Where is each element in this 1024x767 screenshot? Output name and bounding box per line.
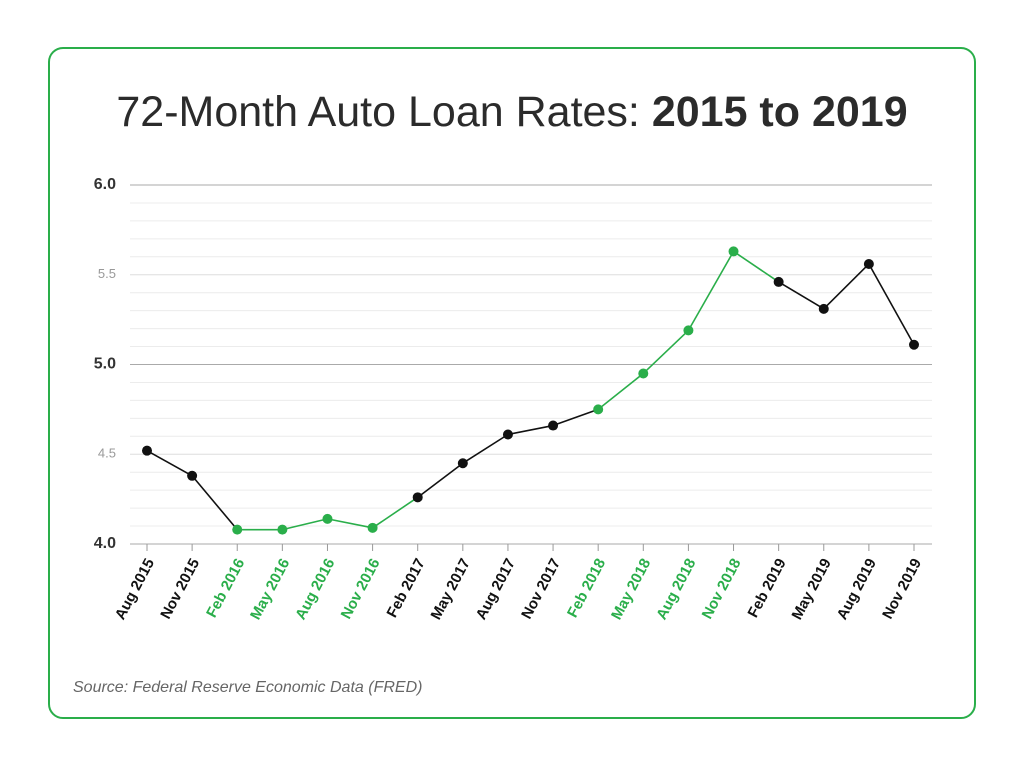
point <box>412 492 423 503</box>
point <box>367 522 378 533</box>
point <box>548 420 559 431</box>
point <box>773 276 784 287</box>
title-main: 72-Month Auto Loan Rates: <box>116 88 651 136</box>
line-segment <box>282 518 328 531</box>
line-segment <box>146 449 193 477</box>
line-segment <box>191 475 238 531</box>
point <box>457 458 468 469</box>
line-segment <box>868 263 915 346</box>
point <box>593 404 604 415</box>
line-segment <box>733 250 780 283</box>
line-segment <box>597 372 644 411</box>
point <box>232 524 243 535</box>
line-segment <box>327 518 373 529</box>
y-tick-label: 5.0 <box>94 356 116 373</box>
line-segment <box>417 462 464 498</box>
line-segment <box>687 251 735 331</box>
point <box>728 246 739 257</box>
line-segment <box>823 263 870 310</box>
frame <box>48 47 976 719</box>
point <box>683 325 694 336</box>
line-segment <box>372 496 419 529</box>
point <box>187 470 198 481</box>
point <box>277 524 288 535</box>
title-emphasis: 2015 to 2019 <box>652 88 908 136</box>
point <box>863 258 874 269</box>
line-segment <box>552 408 599 427</box>
point <box>638 368 649 379</box>
y-tick-label: 4.5 <box>98 446 116 461</box>
line-segment <box>462 433 509 464</box>
point <box>909 339 919 350</box>
y-tick-label: 4.0 <box>94 535 116 552</box>
chart-title: 72-Month Auto Loan Rates: 2015 to 2019 <box>116 88 907 136</box>
y-tick-label: 5.5 <box>98 266 116 281</box>
point <box>322 513 333 524</box>
point <box>142 445 152 456</box>
source: Source: Federal Reserve Economic Data (F… <box>73 679 422 696</box>
point <box>818 303 829 314</box>
line-segment <box>507 424 554 436</box>
point <box>502 429 513 440</box>
line-segment <box>778 281 825 310</box>
y-tick-label: 6.0 <box>94 176 116 193</box>
line-segment <box>642 329 689 375</box>
